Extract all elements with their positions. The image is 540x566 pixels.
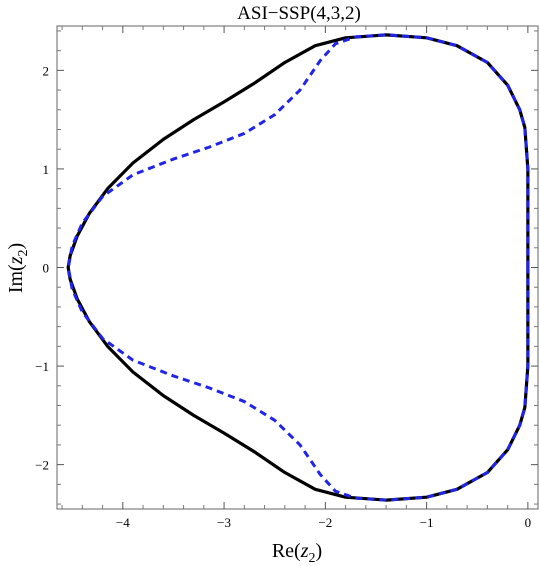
plot-border [56, 25, 539, 510]
y-tick-label: 2 [43, 63, 50, 78]
x-tick-label: −1 [420, 515, 434, 530]
x-tick-label: −3 [217, 515, 231, 530]
y-axis-ticks: −2 −1 0 1 2 [35, 30, 538, 505]
x-axis-label: Re(z2) [272, 540, 322, 566]
y-tick-label: −1 [35, 359, 49, 374]
y-tick-label: −2 [35, 458, 49, 473]
x-axis-ticks: −4 −3 −2 −1 0 [61, 26, 532, 530]
plot-frame [56, 25, 539, 510]
dashed-blue-curve [66, 33, 530, 502]
x-tick-label: −2 [318, 515, 332, 530]
y-tick-label: 0 [43, 261, 50, 276]
y-axis-label: Im(z2) [5, 243, 31, 293]
curves [66, 33, 530, 502]
chart-title: ASI−SSP(4,3,2) [237, 3, 361, 24]
solid-black-curve [66, 33, 530, 502]
x-tick-label: −4 [116, 515, 130, 530]
y-tick-label: 1 [43, 162, 50, 177]
x-tick-label: 0 [525, 515, 532, 530]
